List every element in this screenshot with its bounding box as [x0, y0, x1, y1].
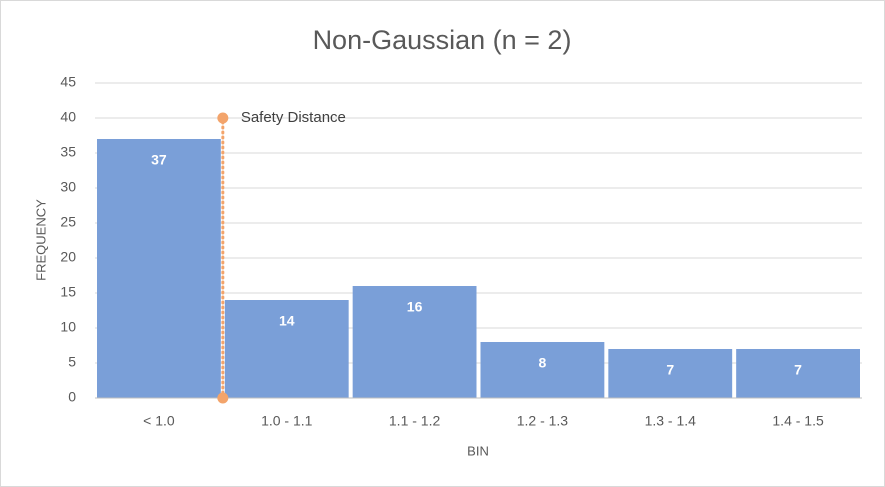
y-tick-label: 0: [68, 389, 76, 405]
y-tick-label: 10: [60, 319, 76, 335]
data-label: 16: [407, 299, 423, 315]
data-label: 8: [539, 355, 547, 371]
y-tick-label: 20: [60, 249, 76, 265]
x-tick-label: 1.3 - 1.4: [645, 413, 697, 429]
data-label: 7: [794, 362, 802, 378]
data-label: 37: [151, 152, 167, 168]
x-tick-label: 1.0 - 1.1: [261, 413, 313, 429]
y-tick-label: 15: [60, 284, 76, 300]
bar: [736, 349, 860, 398]
y-tick-label: 25: [60, 214, 76, 230]
y-tick-label: 40: [60, 109, 76, 125]
bar: [608, 349, 733, 398]
bar: [97, 139, 221, 398]
chart-title: Non-Gaussian (n = 2): [313, 25, 572, 55]
y-tick-label: 5: [68, 354, 76, 370]
reference-point: [217, 392, 229, 404]
y-tick-label: 45: [60, 74, 76, 90]
y-axis-label: FREQUENCY: [33, 199, 48, 281]
x-tick-label: < 1.0: [143, 413, 175, 429]
y-tick-label: 30: [60, 179, 76, 195]
bar: [224, 300, 349, 398]
reference-point: [217, 112, 229, 124]
data-label: 14: [279, 313, 295, 329]
x-axis-label: BIN: [467, 443, 489, 458]
x-tick-label: 1.1 - 1.2: [389, 413, 441, 429]
bar: [352, 286, 477, 398]
x-tick-label: 1.2 - 1.3: [517, 413, 569, 429]
data-label: 7: [666, 362, 674, 378]
reference-label: Safety Distance: [241, 109, 346, 126]
bar: [480, 342, 605, 398]
x-tick-label: 1.4 - 1.5: [772, 413, 824, 429]
y-tick-label: 35: [60, 144, 76, 160]
